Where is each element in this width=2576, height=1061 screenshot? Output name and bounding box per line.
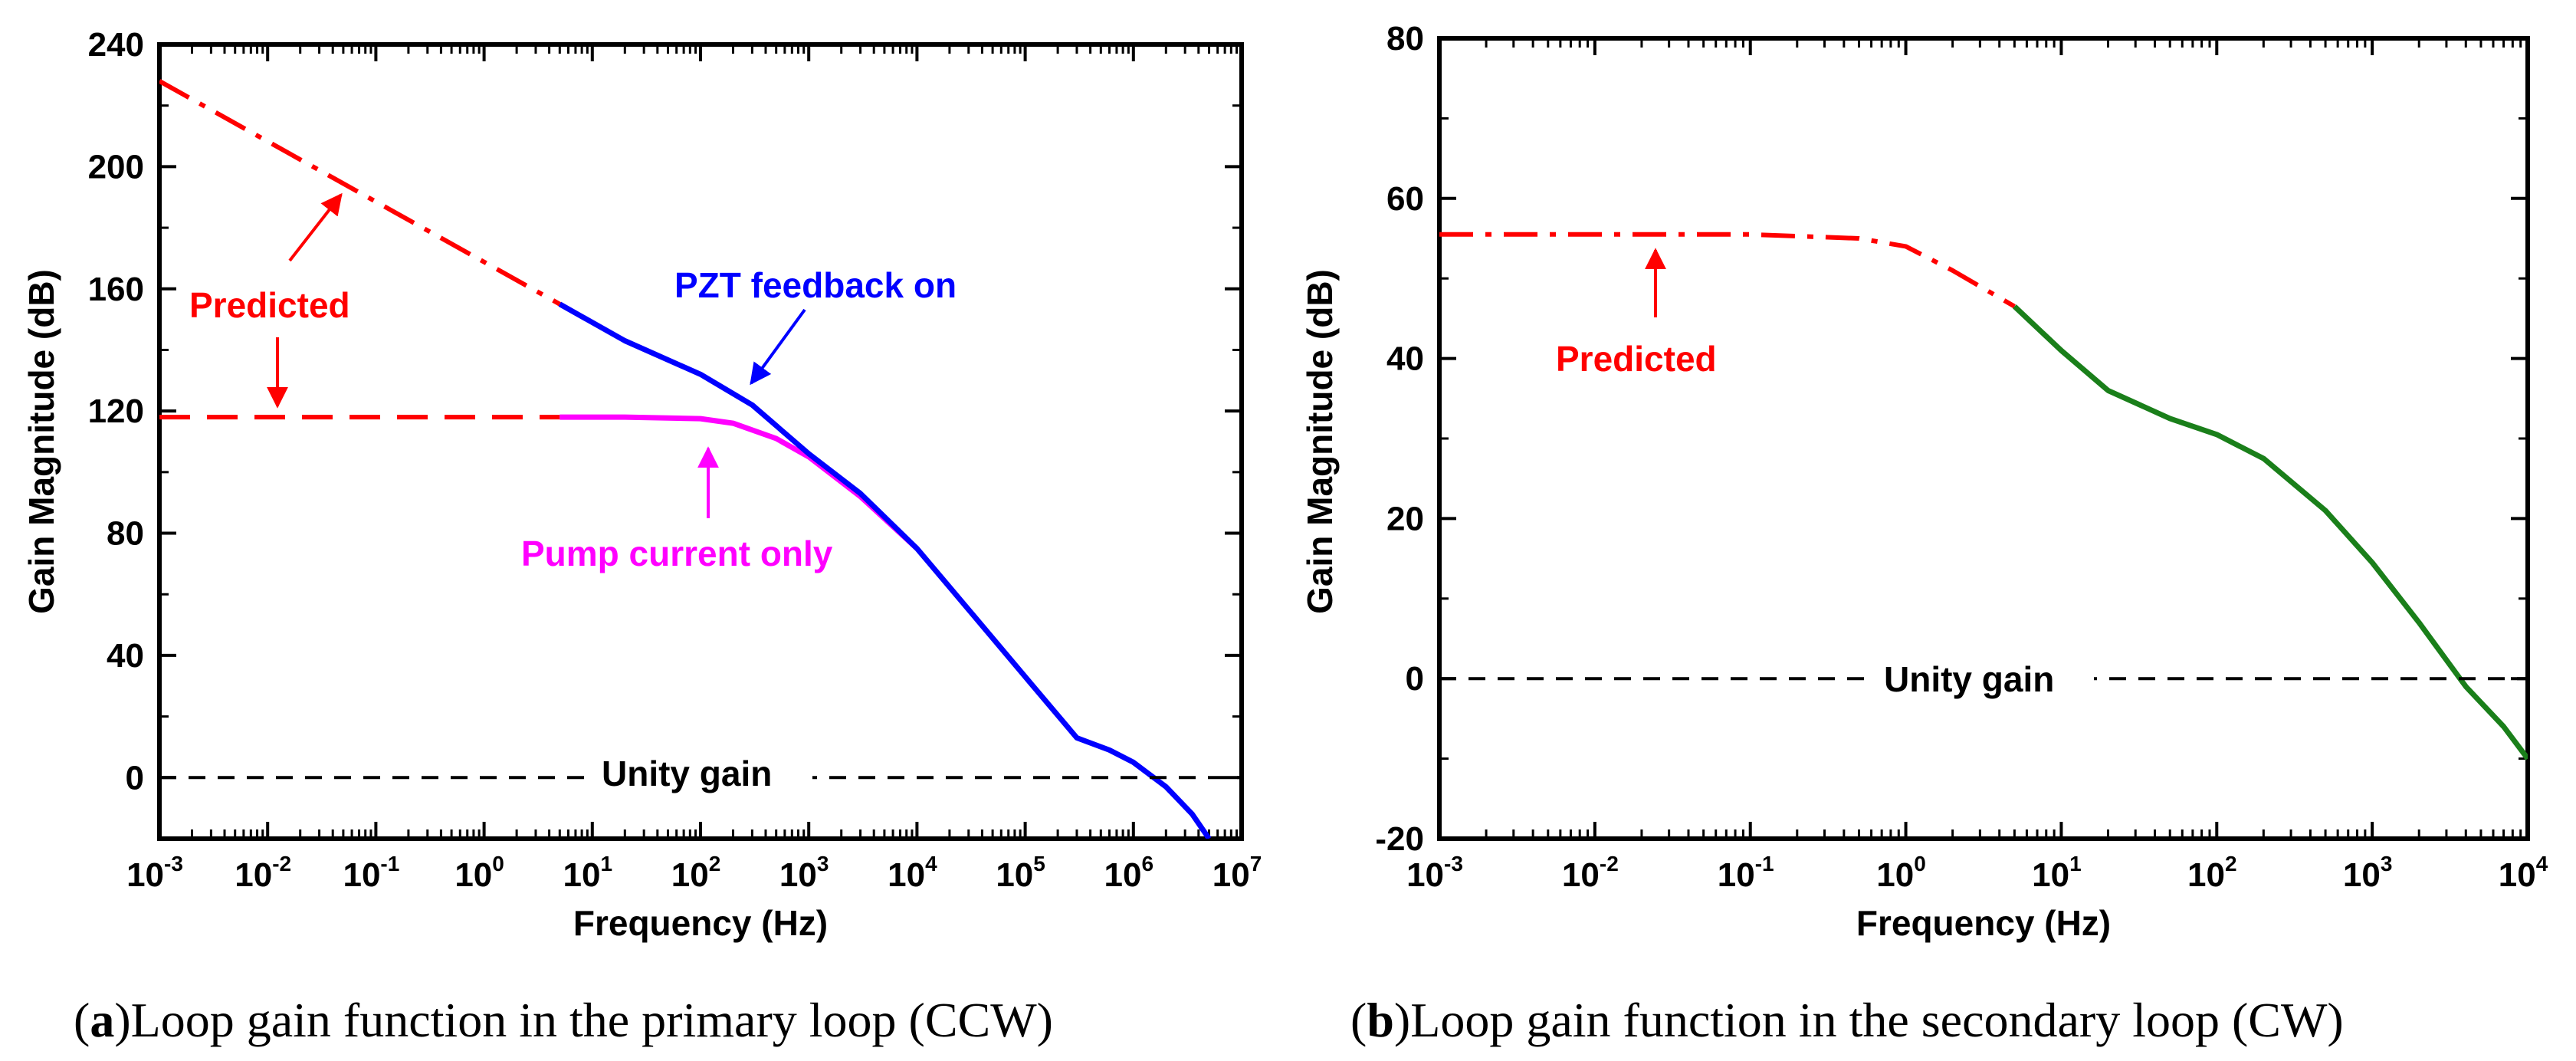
x-tick-label: 10-1 xyxy=(1718,852,1774,894)
plot-frame-b xyxy=(1437,36,2530,841)
x-tick-label: 104 xyxy=(888,852,937,894)
y-tick-label: 0 xyxy=(1406,660,1424,698)
y-tick-label: 200 xyxy=(88,148,144,186)
panel-b: -20 0 20 40 60 80 10-3 10-2 10-1 100 101 102 103 104… xyxy=(1300,20,2548,1047)
y-axis-title-a: Gain Magnitude (dB) xyxy=(21,269,61,614)
x-tick-label: 106 xyxy=(1104,852,1154,894)
x-tick-label: 103 xyxy=(2343,852,2393,894)
x-axis-title-b: Frequency (Hz) xyxy=(1856,903,2111,943)
arrow-predicted-up-a xyxy=(288,192,343,262)
x-tick-label: 100 xyxy=(454,852,504,894)
x-tick-label: 10-1 xyxy=(343,852,399,894)
series-line-pump-current-only xyxy=(560,414,919,551)
caption-b: (b)Loop gain function in the secondary l… xyxy=(1350,993,2344,1047)
unity-gain-label-bg-b xyxy=(1872,658,2094,701)
y-tick-label: 160 xyxy=(88,271,144,308)
unity-gain-label-bg-a xyxy=(590,751,812,794)
x-tick-label: 10-3 xyxy=(1406,852,1463,894)
y-tick-label: 0 xyxy=(126,759,144,797)
y-tick-label: 80 xyxy=(1386,20,1424,57)
x-tick-label: 102 xyxy=(2187,852,2237,894)
series-line-predicted-pzt-feedback-on xyxy=(159,79,561,307)
x-axis-title-a: Frequency (Hz) xyxy=(573,903,828,943)
x-tick-labels-b: 10-3 10-2 10-1 100 101 102 103 104 xyxy=(1406,852,2548,894)
series-line-measured xyxy=(2012,304,2528,760)
annot-unity-gain-b: Unity gain xyxy=(1884,659,2054,699)
y-axis-title-b: Gain Magnitude (dB) xyxy=(1300,269,1340,614)
y-tick-label: -20 xyxy=(1375,820,1424,858)
y-tick-label: 60 xyxy=(1386,180,1424,218)
annot-pump-current: Pump current only xyxy=(521,534,833,573)
y-tick-label: 40 xyxy=(1386,340,1424,378)
caption-a: (a)Loop gain function in the primary loo… xyxy=(74,993,1053,1047)
annot-predicted-a: Predicted xyxy=(189,285,350,325)
y-tick-label: 40 xyxy=(107,637,144,675)
annot-predicted-b: Predicted xyxy=(1556,339,1717,379)
plot-frame-a xyxy=(157,42,1244,841)
x-tick-label: 102 xyxy=(671,852,721,894)
x-tick-label: 10-2 xyxy=(235,852,291,894)
x-tick-labels-a: 10-3 10-2 10-1 100 101 102 103 104 105 106 107 xyxy=(126,852,1262,894)
x-tick-label: 107 xyxy=(1213,852,1262,894)
x-tick-label: 103 xyxy=(779,852,829,894)
x-tick-label: 105 xyxy=(996,852,1045,894)
x-tick-label: 100 xyxy=(1876,852,1926,894)
annot-unity-gain-a: Unity gain xyxy=(602,754,772,793)
series-line-predicted xyxy=(1439,232,2016,309)
x-tick-label: 10-2 xyxy=(1562,852,1619,894)
y-tick-label: 20 xyxy=(1386,500,1424,537)
series-lines-a xyxy=(159,79,1242,839)
x-tick-label: 101 xyxy=(2032,852,2082,894)
y-tick-labels-a: 0 40 80 120 160 200 240 xyxy=(88,26,144,797)
y-tick-label: 240 xyxy=(88,26,144,64)
arrow-pzt-feedback xyxy=(750,308,806,386)
x-tick-label: 10-3 xyxy=(126,852,183,894)
y-tick-label: 80 xyxy=(107,515,144,553)
y-tick-label: 120 xyxy=(88,393,144,430)
annot-pzt-feedback: PZT feedback on xyxy=(674,265,957,305)
tick-marks-b xyxy=(1438,37,2529,840)
tick-marks-a xyxy=(158,43,1243,839)
x-tick-label: 101 xyxy=(563,852,613,894)
y-tick-labels-b: -20 0 20 40 60 80 xyxy=(1375,20,1424,858)
x-tick-label: 104 xyxy=(2499,852,2548,894)
series-lines-b xyxy=(1439,232,2528,760)
